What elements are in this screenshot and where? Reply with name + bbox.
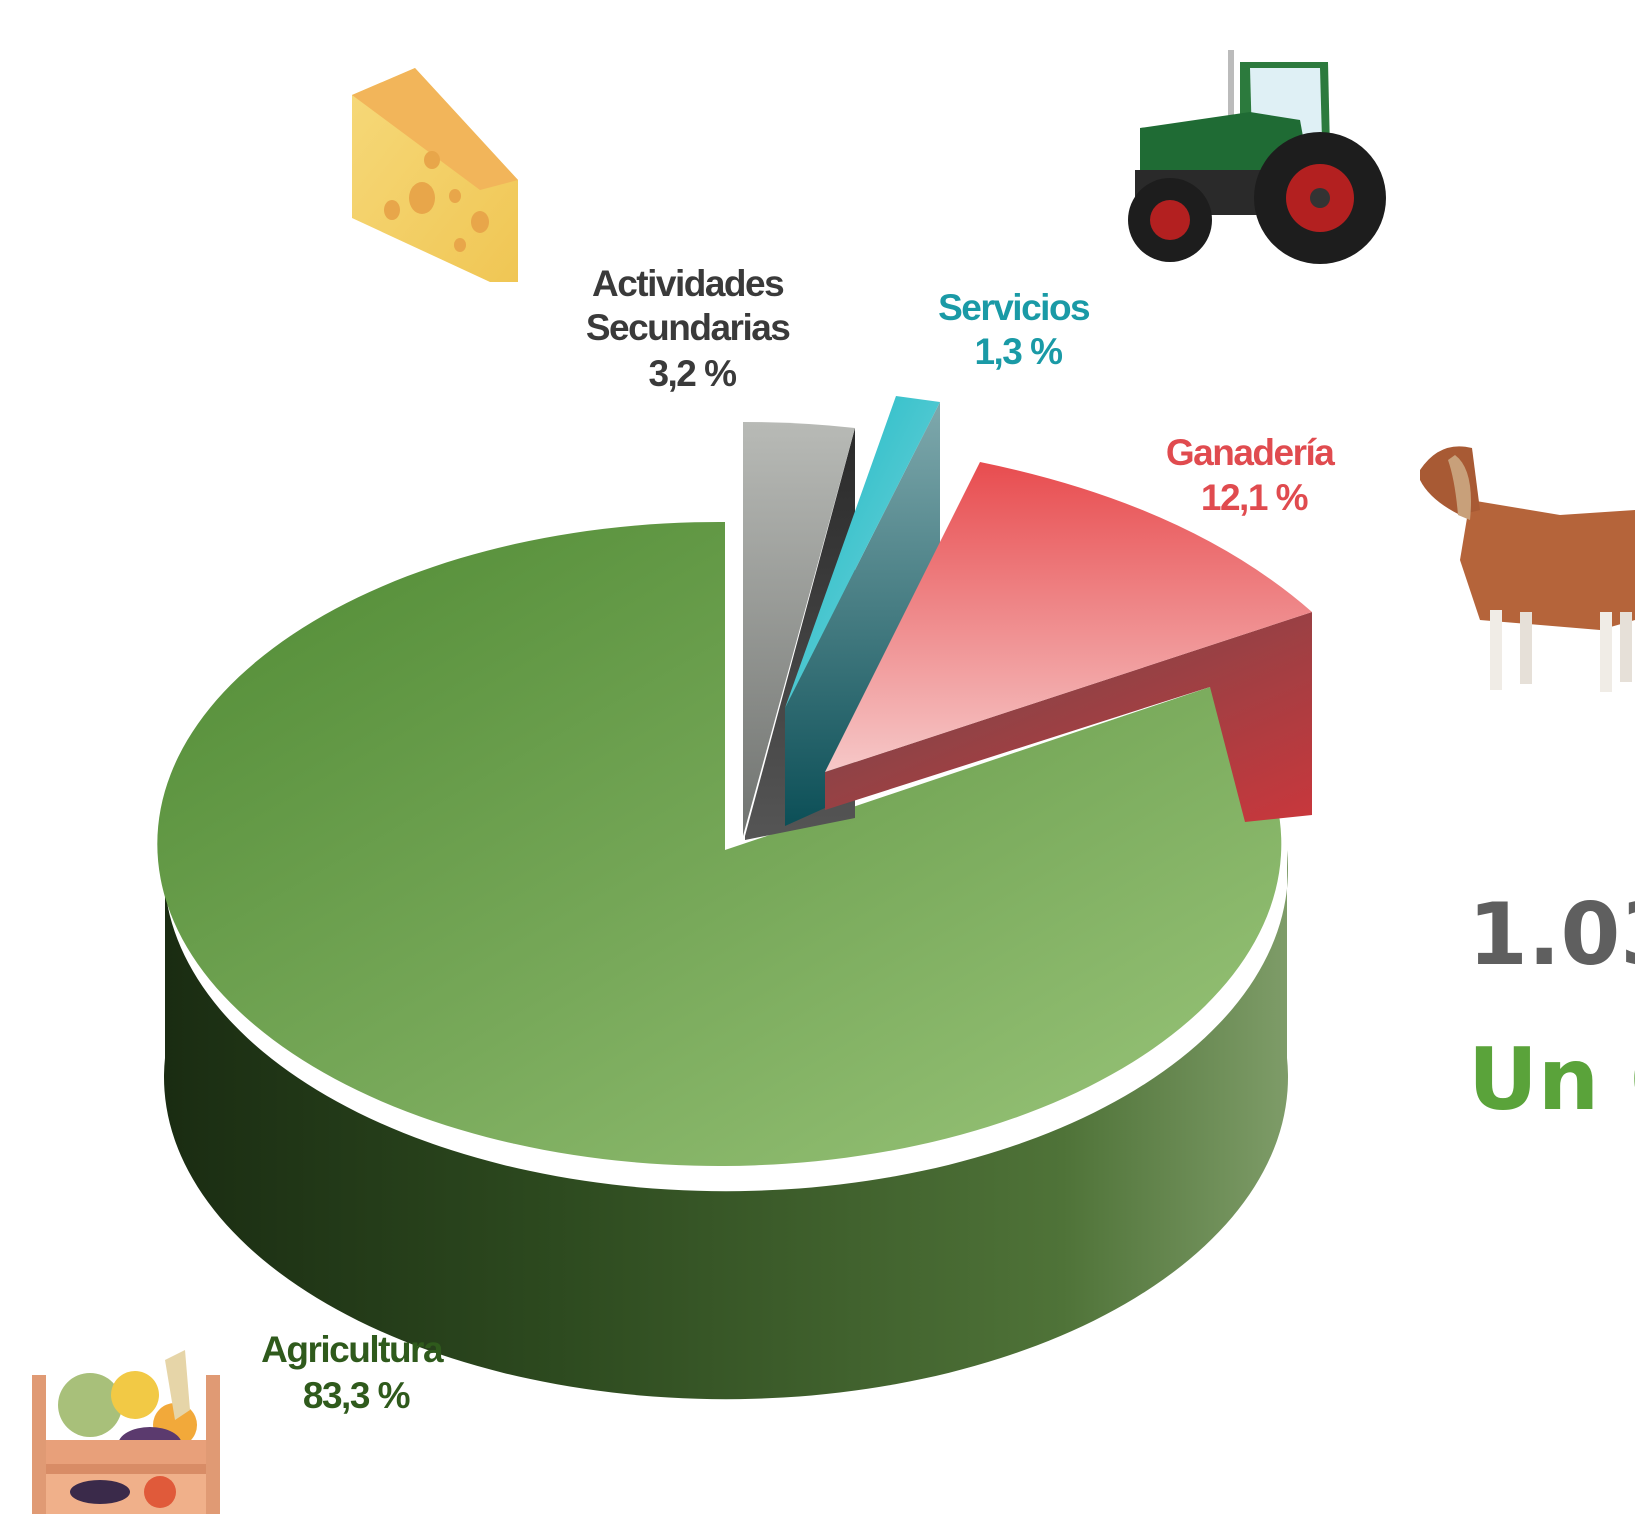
agricultura-slice-side xyxy=(163,850,1289,1400)
servicios-slice-side xyxy=(785,402,940,826)
actividades-value: 3,2 % xyxy=(648,353,736,394)
servicios-label: Servicios 1,3 % xyxy=(938,287,1098,372)
cheese-icon xyxy=(352,68,518,282)
agricultura-value: 83,3 % xyxy=(303,1375,410,1416)
servicios-value: 1,3 % xyxy=(974,331,1062,372)
vegetable-crate-icon xyxy=(32,1350,220,1514)
actividades-label: Actividades Secundarias 3,2 % xyxy=(586,263,798,394)
servicios-slice-top xyxy=(785,396,940,708)
servicios-label-line1: Servicios xyxy=(938,287,1090,328)
total-number-text: 1.03 xyxy=(1468,885,1635,985)
actividades-label-line2: Secundarias xyxy=(586,307,790,348)
ganaderia-label-line1: Ganadería xyxy=(1166,432,1335,473)
agricultura-label: Agricultura 83,3 % xyxy=(261,1329,451,1416)
agricultura-slice-top xyxy=(157,521,1282,1166)
ganaderia-slice xyxy=(825,462,1312,822)
ganaderia-slice-side xyxy=(825,612,1312,822)
actividades-label-line1: Actividades xyxy=(592,263,784,304)
goat-icon xyxy=(1420,446,1635,692)
subtitle-text: Un 6 xyxy=(1468,1030,1635,1130)
ganaderia-value: 12,1 % xyxy=(1201,477,1308,518)
servicios-slice xyxy=(785,396,940,826)
ganaderia-slice-top xyxy=(825,462,1312,772)
agricultura-label-line1: Agricultura xyxy=(261,1329,444,1370)
ganaderia-label: Ganadería 12,1 % xyxy=(1166,432,1342,518)
actividades-slice-top xyxy=(743,422,855,836)
tractor-icon xyxy=(1128,50,1386,264)
agricultura-slice xyxy=(157,521,1289,1400)
